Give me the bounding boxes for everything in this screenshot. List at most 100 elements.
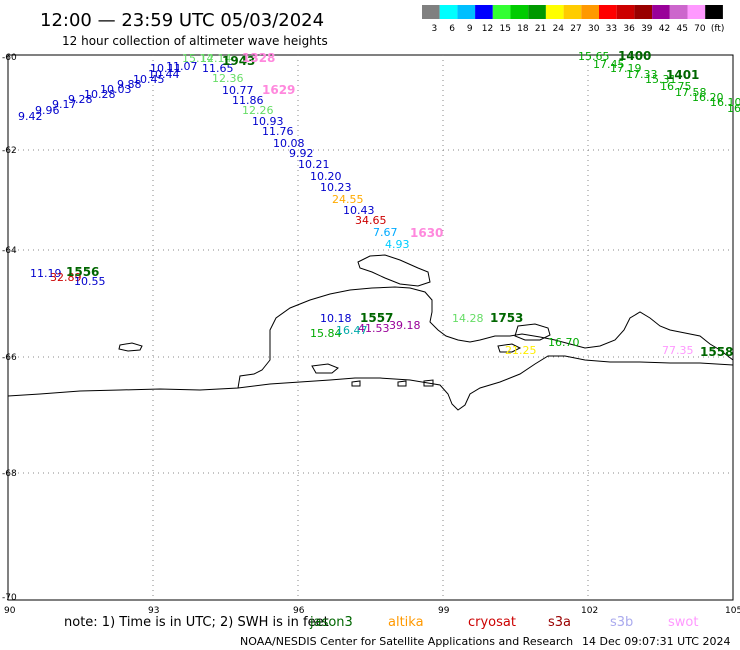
- lon-axis: 90 93 96 99 102 105: [4, 606, 740, 616]
- island-e: [497, 343, 522, 353]
- map-title: 12:00 — 23:59 UTC 05/03/2024: [40, 10, 324, 31]
- wave-height-value: 77.35: [662, 344, 694, 357]
- legend-swatch: [457, 5, 476, 19]
- color-legend: 3 6 9 12 15 18 21 24 27 30 33 36 39 42 45 70 (ft): [422, 5, 724, 34]
- lon-tick: 105: [725, 606, 740, 616]
- satellite-name: cryosat: [468, 615, 516, 630]
- legend-swatch: [545, 5, 564, 19]
- wave-height-value: 9.28: [68, 93, 93, 106]
- lon-tick: 90: [4, 606, 16, 616]
- wave-height-value: 11.65: [202, 62, 234, 75]
- island-d: [311, 363, 339, 374]
- wave-height-value: 10.93: [252, 115, 284, 128]
- legend-swatch: [439, 5, 458, 19]
- wave-height-value: 10.21: [298, 158, 330, 171]
- legend-swatch: [599, 5, 617, 19]
- pass-time: 1558: [700, 345, 733, 359]
- pass-time: 1557: [360, 311, 393, 325]
- legend-label: 9: [467, 24, 473, 34]
- wave-height-value: 10.44: [148, 68, 180, 81]
- antarctic-coast: [7, 286, 734, 397]
- legend-label: 33: [606, 24, 617, 34]
- wave-height-value: 10.11: [150, 62, 182, 75]
- wave-height-value: 16.00: [727, 102, 740, 115]
- legend-swatch: [616, 5, 635, 19]
- wave-height-value: 11.86: [232, 94, 264, 107]
- pass-time: 1400: [618, 49, 651, 63]
- wave-height-value: 9.88: [117, 78, 142, 91]
- legend-swatch: [528, 5, 546, 19]
- legend-label: 12: [482, 24, 493, 34]
- lon-tick: 99: [438, 606, 450, 616]
- wave-height-value: 7.67: [373, 226, 398, 239]
- pass-time: 1753: [490, 311, 523, 325]
- pass-time: 1629: [262, 83, 295, 97]
- wave-height-value: 10.43: [343, 204, 375, 217]
- wave-height-value: 9.17: [52, 98, 77, 111]
- satellite-name: jason3: [309, 615, 353, 630]
- legend-swatch: [581, 5, 599, 19]
- wave-height-value: 11.07: [166, 60, 198, 73]
- wave-height-labels: 9.429.969.179.2810.2810.039.8810.4510.44…: [18, 50, 740, 357]
- wave-height-value: 21.25: [505, 344, 537, 357]
- pass-time: 1328: [242, 51, 275, 65]
- island-c: [514, 323, 551, 341]
- wave-height-value: 15.65: [578, 50, 610, 63]
- wave-height-value: 15.14: [182, 52, 214, 65]
- legend-swatch: [510, 5, 529, 19]
- wave-height-value: 10.28: [84, 88, 116, 101]
- legend-label: 27: [570, 24, 581, 34]
- legend-label: 21: [535, 24, 546, 34]
- coastline: [7, 254, 734, 411]
- lon-tick: 102: [581, 606, 598, 616]
- lat-tick: -62: [2, 146, 17, 156]
- islet-1: [351, 380, 361, 387]
- legend-label: 24: [553, 24, 565, 34]
- wave-height-value: 10.03: [100, 83, 132, 96]
- legend-swatch: [634, 5, 653, 19]
- pass-time: 1401: [666, 68, 699, 82]
- legend-swatch: [687, 5, 706, 19]
- legend-label: 39: [641, 24, 653, 34]
- lon-tick: 96: [293, 606, 305, 616]
- wave-height-value: 10.23: [320, 181, 352, 194]
- satellite-name: swot: [668, 615, 698, 630]
- wave-height-value: 12.14: [200, 52, 232, 65]
- wave-height-value: 10.18: [320, 312, 352, 325]
- lat-tick: -70: [2, 593, 17, 603]
- wave-height-value: 16.10: [710, 96, 740, 109]
- legend-swatch: [563, 5, 582, 19]
- lat-tick: -60: [2, 53, 17, 63]
- wave-height-value: 41.53: [358, 322, 390, 335]
- wave-height-value: 16.70: [548, 336, 580, 349]
- legend-label: 70: [694, 24, 706, 34]
- legend-label: 15: [499, 24, 510, 34]
- map-subtitle: 12 hour collection of altimeter wave hei…: [62, 34, 328, 48]
- wave-height-value: 32.89: [50, 271, 82, 284]
- wave-height-value: 15.31: [645, 73, 677, 86]
- wave-height-value: 12.26: [242, 104, 274, 117]
- wave-height-value: 16.47: [336, 324, 368, 337]
- wave-height-value: 17.58: [675, 86, 707, 99]
- lat-tick: -64: [2, 246, 17, 256]
- wave-height-value: 9.42: [18, 110, 43, 123]
- wave-height-value: 24.55: [332, 193, 364, 206]
- island-a: [357, 254, 431, 287]
- wave-height-value: 11.76: [262, 125, 294, 138]
- legend-label: 6: [449, 24, 455, 34]
- lon-tick: 93: [148, 606, 159, 616]
- legend-swatch: [492, 5, 511, 19]
- wave-height-value: 34.65: [355, 214, 387, 227]
- wave-height-value: 14.28: [452, 312, 484, 325]
- legend-label: 18: [517, 24, 529, 34]
- islet-3: [423, 379, 434, 387]
- legend-swatch: [422, 5, 440, 19]
- wave-height-value: 15.84: [310, 327, 342, 340]
- legend-label: 45: [676, 24, 687, 34]
- pass-time: 1630: [410, 226, 443, 240]
- satellite-legend: jason3 altika cryosat s3a s3b swot: [309, 615, 698, 630]
- legend-swatch: [669, 5, 688, 19]
- lat-axis: -60 -62 -64 -66 -68 -70: [2, 53, 17, 603]
- wave-height-value: 17.33: [626, 68, 658, 81]
- legend-swatch: [652, 5, 670, 19]
